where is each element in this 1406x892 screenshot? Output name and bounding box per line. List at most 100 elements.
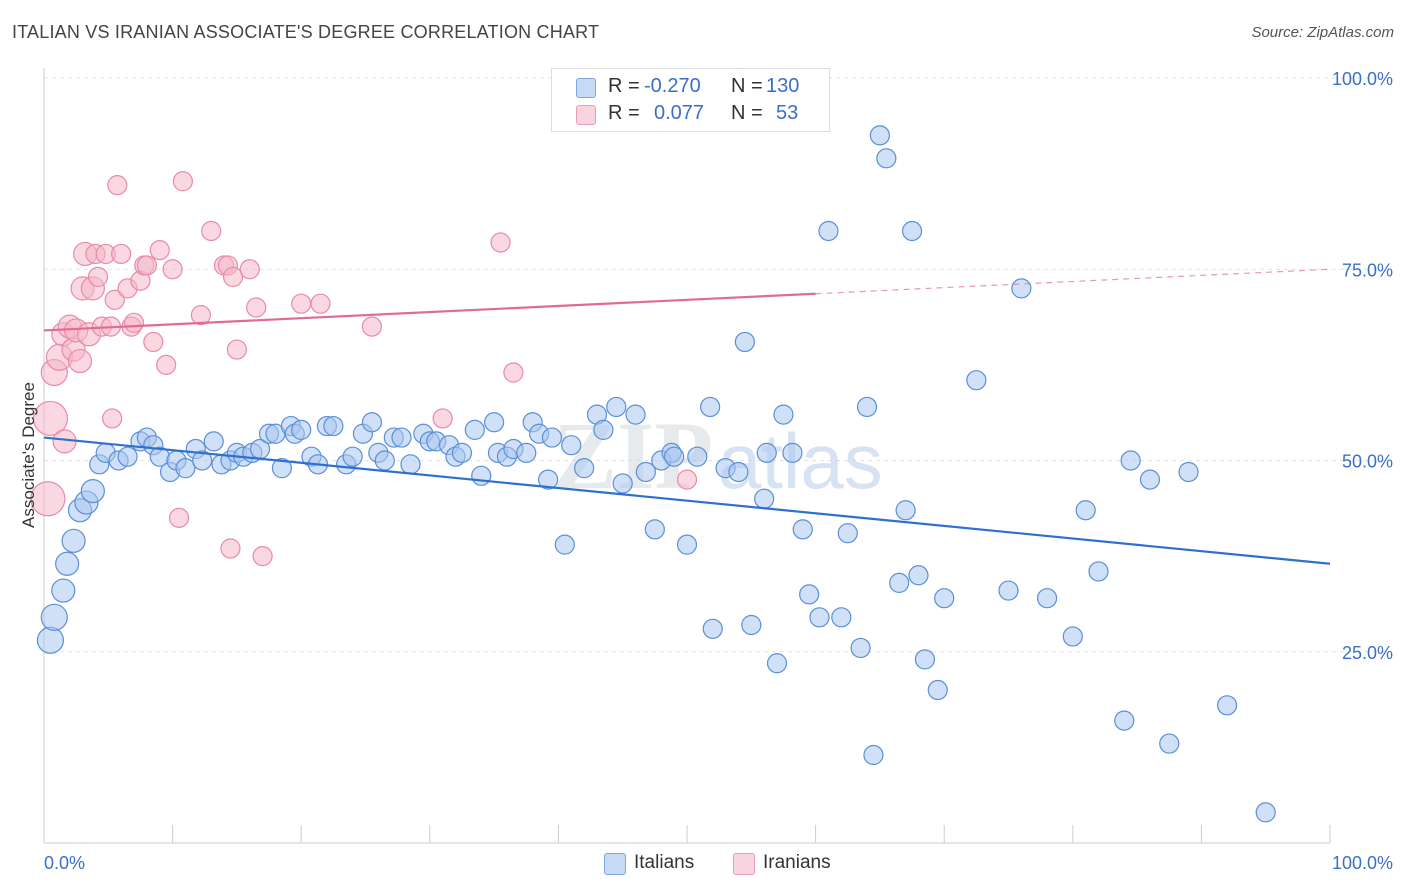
italian-point <box>889 572 910 594</box>
italian-point <box>471 465 492 486</box>
italian-point <box>895 500 916 521</box>
italian-point <box>934 588 955 609</box>
italian-point <box>876 148 897 169</box>
y-tick-label: 25.0% <box>1342 643 1393 663</box>
italian-point <box>908 565 929 586</box>
tick-labels: 100.0% 75.0% 50.0% 25.0% 0.0% 100.0% <box>44 69 1393 873</box>
italian-point <box>869 125 891 146</box>
italian-point <box>51 578 76 603</box>
italian-point <box>1036 588 1058 609</box>
italian-point <box>538 469 559 490</box>
bottom-swatch-italians <box>604 853 626 875</box>
correlation-legend: R = -0.270 N = 130 R = 0.077 N = 53 <box>551 68 830 132</box>
italian-point <box>1217 695 1238 716</box>
italian-point <box>36 626 65 654</box>
iranian-point <box>252 546 273 567</box>
italian-point <box>687 446 708 467</box>
iranian-point <box>102 408 123 429</box>
italians-trend-line <box>43 436 1331 565</box>
legend-n-value: 130 <box>766 75 800 97</box>
italian-point <box>809 607 830 628</box>
iranian-point <box>222 266 244 287</box>
italian-point <box>734 331 755 353</box>
iranian-point <box>190 305 211 326</box>
bottom-legend-label: Iranians <box>763 852 831 873</box>
italian-point <box>574 458 595 479</box>
italian-point <box>61 528 86 553</box>
italian-point <box>593 419 614 440</box>
italian-point <box>541 427 563 448</box>
italian-point <box>625 404 646 425</box>
iranian-point <box>123 312 145 333</box>
italian-point <box>40 603 68 631</box>
iranian-point <box>149 240 170 261</box>
italian-point <box>676 534 698 555</box>
iranian-point <box>32 400 69 437</box>
iranians-points <box>30 67 749 567</box>
source-label: Source: ZipAtlas.com <box>1251 24 1394 41</box>
italian-point <box>782 442 803 463</box>
x-tick-label: 0.0% <box>44 853 85 873</box>
italian-point <box>818 220 839 242</box>
iranian-point <box>111 243 132 265</box>
legend-n-value: 53 <box>776 102 799 124</box>
italian-point <box>850 637 871 659</box>
legend-r-value: -0.270 <box>644 75 701 97</box>
italian-point <box>635 461 656 483</box>
iranians-trend-extension <box>815 268 1331 295</box>
italian-point <box>374 450 395 471</box>
italian-point <box>391 427 412 448</box>
italians-points <box>36 125 1276 823</box>
italian-point <box>342 446 363 467</box>
iranian-point <box>87 266 109 287</box>
italian-point <box>612 473 633 494</box>
iranian-point <box>143 331 164 353</box>
italian-point <box>792 519 813 540</box>
iranian-point <box>67 348 93 374</box>
bottom-legend-label: Italians <box>634 852 695 873</box>
italian-point <box>516 442 537 463</box>
italian-point <box>606 396 627 418</box>
italian-point <box>1159 733 1180 754</box>
iranian-point <box>310 293 331 314</box>
iranian-point <box>168 507 190 528</box>
iranian-point <box>156 354 177 375</box>
italian-point <box>1062 626 1083 647</box>
italian-point <box>361 412 383 433</box>
chart-title: ITALIAN VS IRANIAN ASSOCIATE'S DEGREE CO… <box>12 22 600 42</box>
legend-n-label: N = <box>731 75 763 97</box>
italian-point <box>700 396 721 418</box>
legend-r-value: 0.077 <box>654 102 705 124</box>
italian-point <box>914 649 936 670</box>
iranian-point <box>104 289 125 310</box>
italian-point <box>837 523 858 544</box>
legend-swatch-iranians <box>576 105 596 125</box>
italian-point <box>856 396 878 418</box>
italian-point <box>702 618 723 639</box>
iranian-point <box>246 297 267 318</box>
iranians-trend-line <box>43 292 816 332</box>
italian-point <box>192 450 213 471</box>
italian-point <box>554 534 575 555</box>
italian-point <box>831 607 852 628</box>
iranian-point <box>676 469 698 490</box>
italian-point <box>271 458 293 479</box>
italian-point <box>927 679 948 701</box>
italian-point <box>1088 561 1109 582</box>
legend-n-label: N = <box>731 102 763 124</box>
italian-point <box>754 488 775 509</box>
italian-point <box>966 370 987 391</box>
italian-point <box>773 404 794 425</box>
y-tick-label: 50.0% <box>1342 452 1393 472</box>
italian-point <box>998 580 1019 601</box>
iranian-point <box>503 362 524 383</box>
legend-r-label: R = <box>608 75 640 97</box>
watermark: ZIP atlas <box>553 402 883 509</box>
italian-point <box>1075 500 1096 521</box>
italian-point <box>799 584 820 605</box>
italian-point <box>291 419 312 440</box>
iranian-point <box>291 293 312 314</box>
bottom-swatch-iranians <box>733 853 755 875</box>
italian-point <box>80 479 105 504</box>
